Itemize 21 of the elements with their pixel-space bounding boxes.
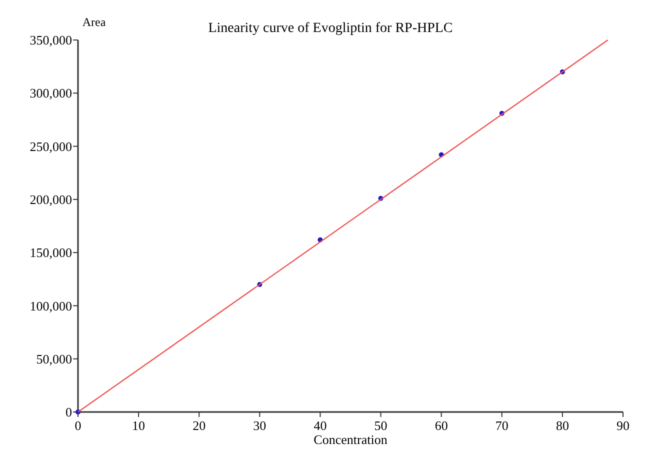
x-tick-label: 30 bbox=[253, 418, 266, 433]
x-tick-label: 70 bbox=[495, 418, 508, 433]
x-tick-label: 50 bbox=[374, 418, 388, 433]
y-tick-label: 0 bbox=[66, 404, 72, 420]
x-tick-label: 90 bbox=[616, 418, 630, 433]
x-tick-label: 20 bbox=[192, 418, 206, 433]
y-tick-label: 250,000 bbox=[30, 138, 72, 154]
x-tick-label: 10 bbox=[132, 418, 146, 433]
y-axis-title: Area bbox=[82, 15, 106, 29]
x-tick-label: 80 bbox=[556, 418, 569, 433]
y-tick-label: 200,000 bbox=[30, 192, 72, 207]
y-tick-label: 300,000 bbox=[30, 86, 72, 101]
x-tick-label: 60 bbox=[434, 418, 448, 433]
y-tick-label: 150,000 bbox=[30, 245, 72, 260]
x-tick-label: 40 bbox=[314, 418, 327, 433]
y-tick-label: 100,000 bbox=[30, 298, 72, 314]
chart-title: Linearity curve of Evogliptin for RP-HPLC bbox=[208, 21, 453, 36]
x-axis-title: Concentration bbox=[314, 432, 388, 447]
y-tick-label: 50,000 bbox=[36, 351, 72, 366]
x-tick-label: 0 bbox=[74, 418, 82, 433]
y-tick-label: 350,000 bbox=[30, 32, 72, 48]
